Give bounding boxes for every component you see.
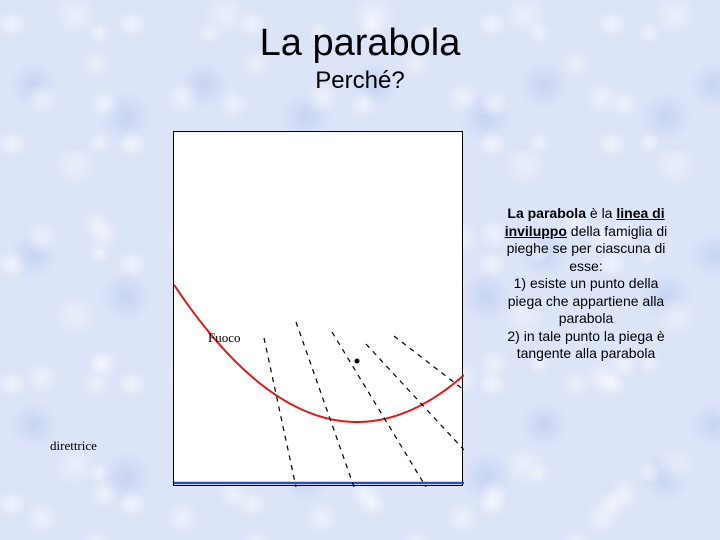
parabola-diagram: Fuoco direttrice — [173, 131, 463, 486]
focus-label: Fuoco — [208, 330, 241, 346]
page-title: La parabola — [0, 22, 720, 65]
explanation-text: La parabola è la linea di inviluppo dell… — [500, 205, 672, 363]
lead-bold: La parabola — [507, 205, 586, 221]
page-subtitle: Perché? — [0, 67, 720, 95]
point-1: 1) esiste un punto della piega che appar… — [508, 275, 664, 326]
directrix-label: direttrice — [50, 438, 97, 454]
parabola-svg — [174, 132, 464, 487]
lead-rest: è la — [586, 205, 616, 221]
point-2: 2) in tale punto la piega è tangente all… — [507, 328, 664, 362]
